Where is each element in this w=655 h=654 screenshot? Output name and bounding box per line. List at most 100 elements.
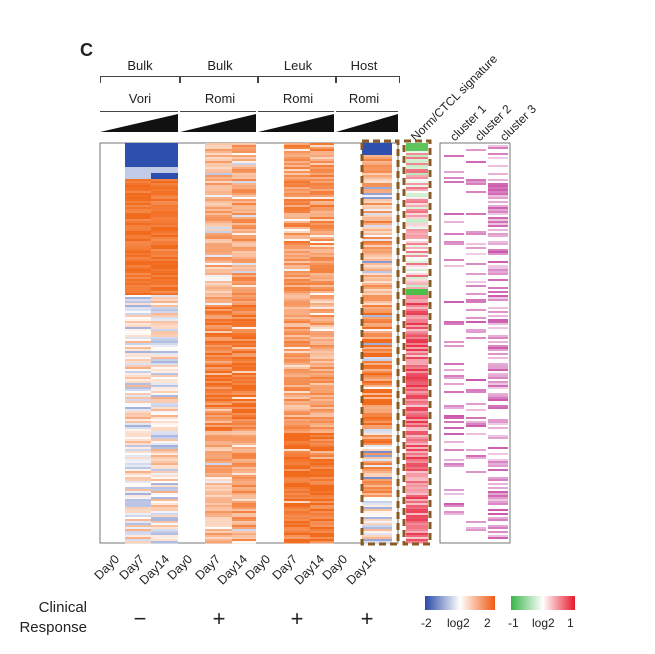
signature-cell xyxy=(406,305,428,308)
heatmap-cell xyxy=(205,359,232,362)
heatmap-cell xyxy=(125,405,151,408)
heatmap-cell xyxy=(284,473,310,476)
heatmap-cell xyxy=(151,491,178,494)
heatmap-cell xyxy=(232,265,256,268)
heatmap-cell xyxy=(284,487,310,490)
heatmap-cell xyxy=(151,459,178,462)
heatmap-cell xyxy=(310,299,334,302)
signature-cell xyxy=(406,321,428,324)
heatmap-cell xyxy=(232,341,256,344)
heatmap-cell xyxy=(310,403,334,406)
cluster-cell xyxy=(466,455,486,457)
heatmap-cell xyxy=(151,285,178,288)
heatmap-cell xyxy=(310,185,334,188)
group-4-bracket xyxy=(336,76,400,83)
legend-left-max: 2 xyxy=(484,616,491,630)
heatmap-cell xyxy=(205,247,232,250)
heatmap-cell xyxy=(205,529,232,532)
heatmap-cell xyxy=(362,189,392,192)
cluster-cell xyxy=(466,379,486,381)
heatmap-cell xyxy=(205,219,232,222)
heatmap-cell xyxy=(284,271,310,274)
heatmap-cell xyxy=(125,149,151,152)
cluster-cell xyxy=(444,233,464,235)
heatmap-cell xyxy=(362,329,392,332)
signature-cell xyxy=(406,381,428,384)
heatmap-cell xyxy=(205,233,232,236)
signature-cell xyxy=(406,197,428,200)
signature-cell xyxy=(406,531,428,534)
heatmap-cell xyxy=(151,395,178,398)
heatmap-cell xyxy=(232,143,256,146)
heatmap-cell xyxy=(205,461,232,464)
heatmap-cell xyxy=(310,233,334,236)
signature-cell xyxy=(406,541,428,544)
heatmap-cell xyxy=(125,313,151,316)
cluster-cell xyxy=(488,287,508,289)
heatmap-cell xyxy=(362,213,392,216)
heatmap-cell xyxy=(151,143,178,146)
heatmap-cell xyxy=(232,245,256,248)
heatmap-cell xyxy=(310,253,334,256)
heatmap-cell xyxy=(125,541,151,544)
heatmap-cell xyxy=(310,363,334,366)
signature-cell xyxy=(406,309,428,312)
signature-cell xyxy=(406,239,428,242)
heatmap-cell xyxy=(205,347,232,350)
heatmap-cell xyxy=(232,525,256,528)
heatmap-cell xyxy=(284,167,310,170)
heatmap-cell xyxy=(232,419,256,422)
heatmap-cell xyxy=(125,189,151,192)
cluster-cell xyxy=(488,517,508,519)
heatmap-cell xyxy=(125,375,151,378)
heatmap-cell xyxy=(205,457,232,460)
heatmap-cell xyxy=(232,463,256,466)
heatmap-cell xyxy=(310,413,334,416)
heatmap-cell xyxy=(232,305,256,308)
heatmap-cell xyxy=(151,413,178,416)
heatmap-cell xyxy=(232,311,256,314)
heatmap-cell xyxy=(284,255,310,258)
heatmap-cell xyxy=(151,297,178,300)
heatmap-cell xyxy=(362,167,392,170)
heatmap-cell xyxy=(310,379,334,382)
heatmap-cell xyxy=(232,393,256,396)
heatmap-cell xyxy=(125,435,151,438)
heatmap-cell xyxy=(125,221,151,224)
heatmap-cell xyxy=(232,537,256,540)
heatmap-cell xyxy=(151,241,178,244)
signature-cell xyxy=(406,433,428,436)
cluster-cell xyxy=(488,225,508,227)
heatmap-cell xyxy=(362,143,392,146)
heatmap-cell xyxy=(310,431,334,434)
signature-cell xyxy=(406,187,428,190)
heatmap-cell xyxy=(362,267,392,270)
heatmap-cell xyxy=(362,279,392,282)
cluster-cell xyxy=(488,499,508,501)
cluster-cell xyxy=(488,383,508,385)
signature-cell xyxy=(406,241,428,244)
heatmap-cell xyxy=(284,381,310,384)
heatmap-cell xyxy=(232,353,256,356)
heatmap-cell xyxy=(362,463,392,466)
heatmap-cell xyxy=(284,387,310,390)
heatmap-cell xyxy=(205,275,232,278)
heatmap-cell xyxy=(232,193,256,196)
signature-cell xyxy=(406,303,428,306)
heatmap-cell xyxy=(151,335,178,338)
cluster-cell xyxy=(466,421,486,423)
heatmap-cell xyxy=(232,165,256,168)
heatmap-cell xyxy=(205,497,232,500)
heatmap-cell xyxy=(151,371,178,374)
heatmap-cell xyxy=(310,439,334,442)
heatmap-cell xyxy=(205,523,232,526)
cluster-cell xyxy=(488,447,508,449)
heatmap-cell xyxy=(362,489,392,492)
heatmap-cell xyxy=(232,413,256,416)
heatmap-cell xyxy=(310,481,334,484)
heatmap-cell xyxy=(151,231,178,234)
heatmap-cell xyxy=(232,355,256,358)
heatmap-cell xyxy=(310,255,334,258)
heatmap-cell xyxy=(151,313,178,316)
signature-cell xyxy=(406,221,428,224)
